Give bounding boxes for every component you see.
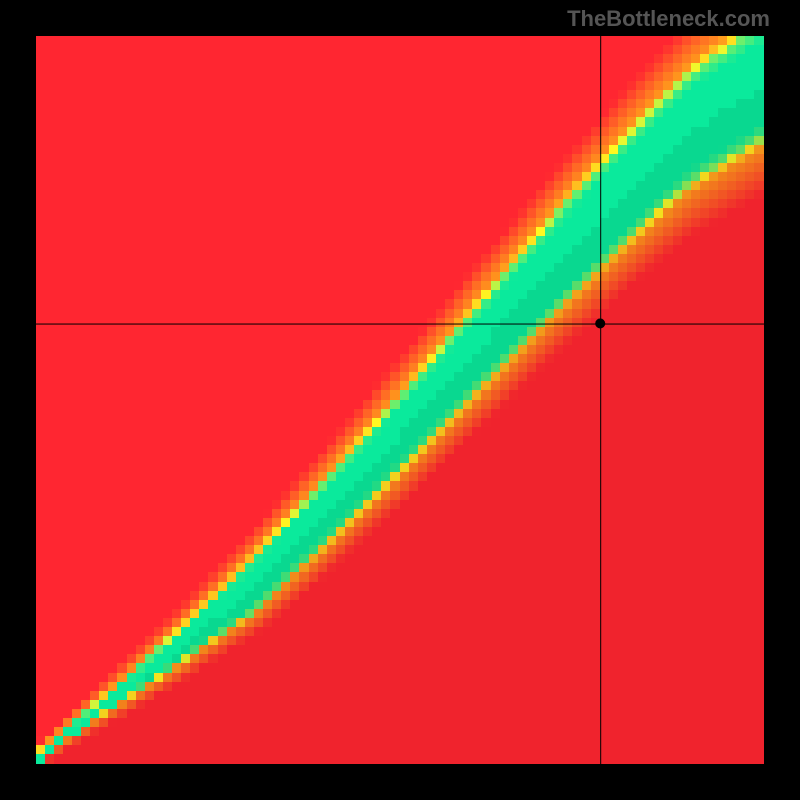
plot-area (36, 36, 764, 764)
root-container: TheBottleneck.com (0, 0, 800, 800)
heatmap-canvas (36, 36, 764, 764)
watermark-text: TheBottleneck.com (567, 6, 770, 32)
